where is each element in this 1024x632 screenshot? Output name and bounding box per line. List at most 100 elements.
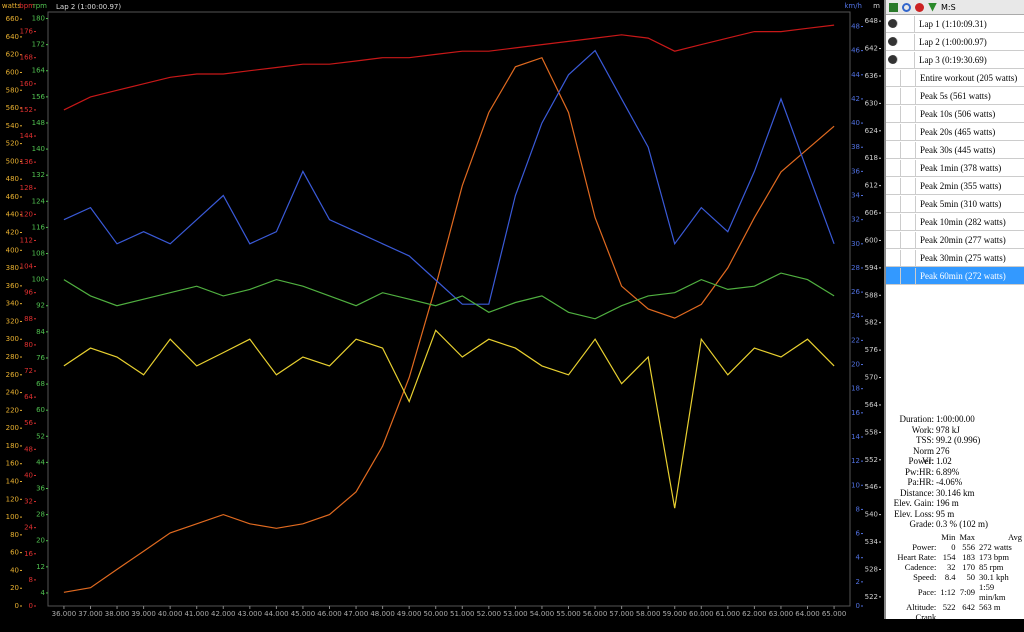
checkbox[interactable]	[900, 15, 915, 32]
visibility-toggle[interactable]	[886, 195, 901, 212]
y-tick-label: 120	[20, 210, 33, 218]
checkbox[interactable]	[901, 267, 916, 284]
visibility-toggle[interactable]	[888, 37, 898, 46]
visibility-toggle[interactable]	[886, 267, 901, 284]
lap-row[interactable]: Peak 60min (272 watts)	[886, 267, 1024, 285]
lap-label[interactable]: Peak 10min (282 watts)	[920, 216, 1006, 227]
visibility-toggle[interactable]	[888, 55, 898, 64]
lap-label[interactable]: Entire workout (205 watts)	[920, 72, 1018, 83]
lap-row[interactable]: Entire workout (205 watts)	[886, 69, 1024, 87]
lap-row[interactable]: Peak 20min (277 watts)	[886, 231, 1024, 249]
y-tick-label: 2	[856, 578, 860, 586]
y-tick-label: 56	[24, 419, 33, 427]
icon[interactable]	[902, 2, 911, 12]
checkbox[interactable]	[901, 141, 916, 158]
y-tick-label: 260	[6, 371, 19, 379]
lap-row[interactable]: Peak 10s (506 watts)	[886, 105, 1024, 123]
y-tick-label: 8	[856, 505, 860, 513]
lap-row[interactable]: Peak 10min (282 watts)	[886, 213, 1024, 231]
y-tick-label: 14	[851, 433, 860, 441]
y-tick-label: 80	[24, 341, 33, 349]
stats-row: Power: 0 556 272 watts	[886, 542, 1024, 552]
visibility-toggle[interactable]	[886, 123, 901, 140]
visibility-toggle[interactable]	[888, 19, 898, 28]
lap-row[interactable]: Lap 3 (0:19:30.69)	[886, 51, 1024, 69]
lap-label[interactable]: Peak 1min (378 watts)	[920, 162, 1002, 173]
y-tick-label: 160	[6, 460, 19, 468]
y-tick-label: 28	[851, 264, 860, 272]
x-tick-label: 56.000	[583, 610, 608, 618]
lap-row[interactable]: Peak 20s (465 watts)	[886, 123, 1024, 141]
y-tick-label: 560	[6, 104, 19, 112]
y-tick-label: 6	[856, 530, 861, 538]
checkbox[interactable]	[901, 177, 916, 194]
toolbar-label[interactable]: M:S	[941, 2, 956, 12]
checkbox[interactable]	[901, 105, 916, 122]
lap-label[interactable]: Peak 30s (445 watts)	[920, 144, 996, 155]
visibility-toggle[interactable]	[886, 249, 901, 266]
checkbox[interactable]	[900, 33, 915, 50]
lap-label[interactable]: Lap 3 (0:19:30.69)	[919, 54, 987, 65]
checkbox[interactable]	[901, 159, 916, 176]
lap-row[interactable]: Lap 2 (1:00:00.97)	[886, 33, 1024, 51]
lap-label[interactable]: Peak 10s (506 watts)	[920, 108, 996, 119]
checkbox[interactable]	[901, 69, 916, 86]
y-tick-label: 360	[6, 282, 19, 290]
lap-row[interactable]: Peak 30s (445 watts)	[886, 141, 1024, 159]
y-tick-label: 612	[865, 182, 878, 190]
visibility-toggle[interactable]	[886, 69, 901, 86]
checkbox[interactable]	[901, 231, 916, 248]
y-tick-label: 300	[6, 335, 19, 343]
lap-label[interactable]: Peak 20s (465 watts)	[920, 126, 996, 137]
x-tick-label: 64.000	[795, 610, 820, 618]
visibility-toggle[interactable]	[886, 177, 901, 194]
summary-row: Pw:HR: 6.89%	[886, 467, 1024, 478]
summary-value: 196 m	[936, 498, 959, 508]
lap-label[interactable]: Lap 2 (1:00:00.97)	[919, 36, 987, 47]
icon[interactable]	[928, 2, 937, 12]
lap-label[interactable]: Peak 30min (275 watts)	[920, 252, 1006, 263]
visibility-toggle[interactable]	[886, 141, 901, 158]
checkbox[interactable]	[901, 123, 916, 140]
checkbox[interactable]	[901, 87, 916, 104]
summary-key: Elev. Gain:	[893, 498, 934, 508]
lap-row[interactable]: Peak 30min (275 watts)	[886, 249, 1024, 267]
stats-cell: 170	[962, 562, 976, 572]
stats-row: Heart Rate: 154 183 173 bpm	[886, 552, 1024, 562]
lap-row[interactable]: Peak 5min (310 watts)	[886, 195, 1024, 213]
stats-header-cell: Max	[959, 532, 976, 542]
visibility-toggle[interactable]	[886, 159, 901, 176]
y-tick-label: 140	[32, 145, 45, 153]
y-tick-label: 606	[865, 209, 879, 217]
stats-cell: 50	[966, 572, 976, 582]
visibility-toggle[interactable]	[886, 213, 901, 230]
lap-label[interactable]: Lap 1 (1:10:09.31)	[919, 18, 987, 29]
y-tick-label: 0	[856, 602, 860, 610]
lap-row[interactable]: Peak 2min (355 watts)	[886, 177, 1024, 195]
y-tick-label: 80	[10, 531, 19, 539]
summary-row: Distance: 30.146 km	[886, 488, 1024, 499]
checkbox[interactable]	[900, 51, 915, 68]
y-tick-label: 500	[6, 157, 19, 165]
lap-row[interactable]: Peak 1min (378 watts)	[886, 159, 1024, 177]
y-tick-label: 52	[36, 432, 45, 440]
lap-row[interactable]: Lap 1 (1:10:09.31)	[886, 15, 1024, 33]
visibility-toggle[interactable]	[886, 231, 901, 248]
visibility-toggle[interactable]	[886, 87, 901, 104]
lap-label[interactable]: Peak 5s (561 watts)	[920, 90, 991, 101]
summary-key: Elev. Loss:	[894, 508, 934, 519]
x-tick-label: 45.000	[291, 610, 316, 618]
checkbox[interactable]	[901, 249, 916, 266]
summary-value: 99.2 (0.996)	[936, 435, 981, 445]
lap-label[interactable]: Peak 2min (355 watts)	[920, 180, 1002, 191]
icon[interactable]	[889, 2, 898, 12]
icon[interactable]	[915, 2, 924, 12]
lap-label[interactable]: Peak 5min (310 watts)	[920, 198, 1002, 209]
lap-label[interactable]: Peak 20min (277 watts)	[920, 234, 1006, 245]
checkbox[interactable]	[901, 195, 916, 212]
lap-label[interactable]: Peak 60min (272 watts)	[920, 270, 1006, 281]
lap-row[interactable]: Peak 5s (561 watts)	[886, 87, 1024, 105]
y-tick-label: 600	[865, 236, 878, 244]
checkbox[interactable]	[901, 213, 916, 230]
visibility-toggle[interactable]	[886, 105, 901, 122]
